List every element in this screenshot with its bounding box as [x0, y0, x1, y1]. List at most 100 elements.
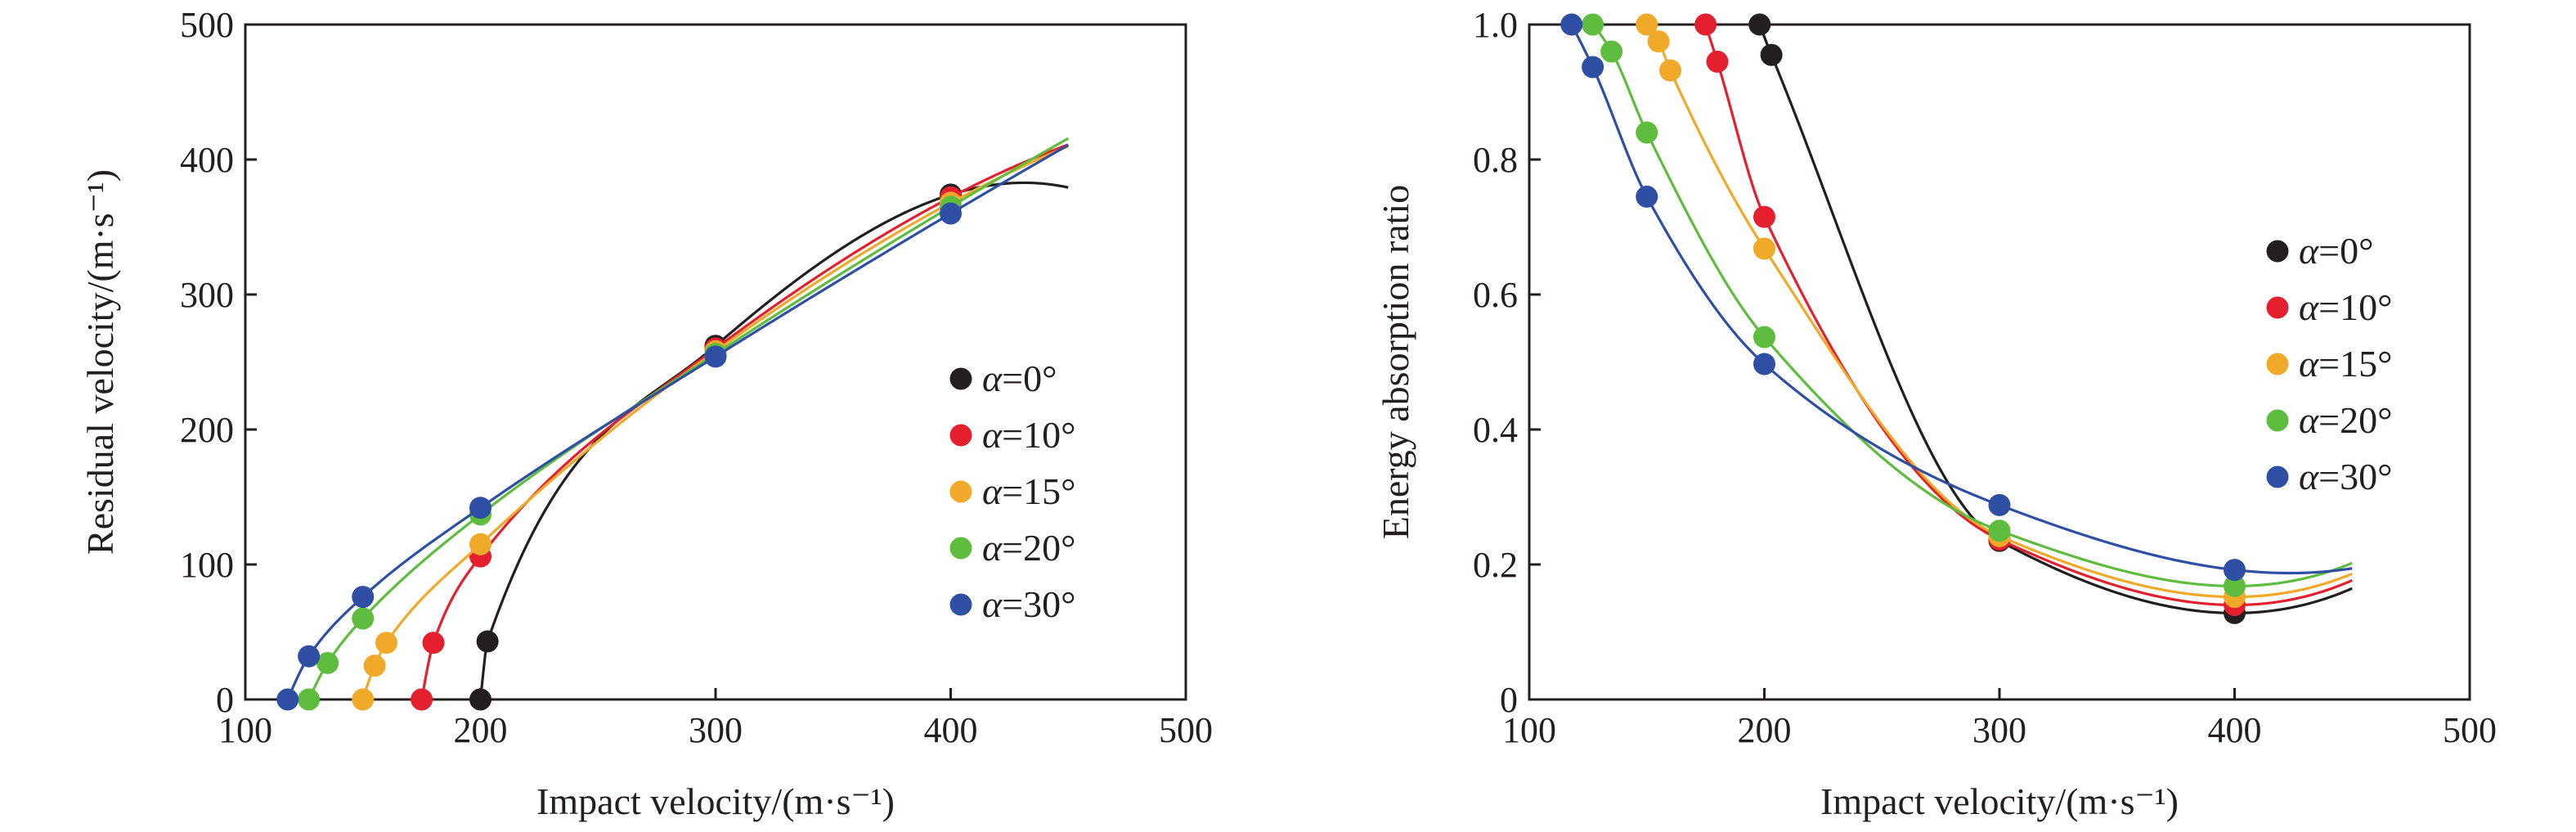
legend-value: =15°	[1002, 470, 1075, 512]
series-2	[411, 143, 1069, 711]
legend-greek: α	[2299, 286, 2319, 328]
data-point	[1753, 205, 1775, 228]
y-tick-label: 0.6	[1473, 275, 1518, 315]
legend-value: =30°	[2318, 456, 2392, 497]
legend-item: α=15°	[949, 470, 1076, 512]
data-point	[352, 688, 375, 711]
data-point	[469, 533, 491, 555]
legend-greek: α	[982, 527, 1003, 569]
data-point	[1647, 30, 1670, 53]
y-tick-label: 0.2	[1473, 545, 1518, 585]
series-5	[1560, 13, 2353, 582]
series-line	[286, 143, 1070, 699]
data-point	[1753, 237, 1775, 260]
data-point	[1694, 13, 1717, 36]
data-point	[1760, 43, 1783, 66]
data-point	[352, 607, 375, 630]
data-point	[375, 632, 397, 654]
legend-greek: α	[982, 414, 1003, 456]
series-line	[361, 145, 1069, 699]
legend-value: =20°	[1002, 527, 1075, 569]
legend-marker	[949, 593, 972, 616]
x-axis-title: Impact velocity/(m·s⁻¹)	[1820, 780, 2179, 822]
data-point	[1600, 40, 1623, 63]
legend-item: α=10°	[949, 414, 1076, 456]
data-point	[298, 645, 321, 668]
series-line	[420, 143, 1069, 699]
data-point	[1706, 50, 1729, 73]
x-tick-label: 200	[1738, 710, 1792, 750]
data-point	[704, 345, 727, 368]
legend-label: α=20°	[2299, 399, 2393, 441]
legend-item: α=20°	[949, 527, 1076, 569]
data-point	[2224, 559, 2246, 582]
data-point	[411, 688, 433, 711]
data-point	[1636, 13, 1658, 36]
data-point	[1988, 493, 2011, 516]
y-tick-label: 1.0	[1473, 5, 1518, 45]
series-5	[276, 143, 1070, 711]
y-axis-title: Energy absorption ratio	[1375, 185, 1416, 540]
legend-label: α=30°	[2299, 456, 2393, 497]
data-point	[476, 630, 499, 653]
legend-label: α=20°	[982, 527, 1076, 569]
series-line	[1591, 25, 2353, 588]
data-point	[363, 654, 386, 677]
data-point	[1753, 326, 1775, 349]
y-tick-label: 300	[180, 275, 234, 315]
data-point	[422, 632, 445, 654]
legend: α=0°α=10°α=15°α=20°α=30°	[949, 358, 1076, 625]
data-point	[1582, 13, 1604, 36]
legend-label: α=15°	[2299, 343, 2393, 385]
x-tick-label: 500	[2443, 710, 2497, 750]
legend-label: α=0°	[2299, 230, 2374, 272]
data-point	[276, 688, 299, 711]
legend-label: α=15°	[982, 470, 1076, 512]
legend-item: α=0°	[2266, 230, 2374, 272]
y-tick-label: 0.4	[1473, 410, 1518, 450]
y-tick-label: 0	[1500, 680, 1518, 720]
data-point	[1582, 56, 1604, 79]
legend-marker	[949, 480, 972, 503]
legend-item: α=30°	[949, 583, 1076, 625]
data-point	[940, 202, 962, 225]
legend-label: α=0°	[982, 358, 1057, 399]
legend-value: =0°	[2318, 230, 2373, 272]
legend-marker	[2266, 409, 2289, 432]
energy-absorption-chart: 100 200 300 400 500 0 0.2 0.4 0.6 0.8 1.0 Impact ve…	[1375, 5, 2497, 822]
x-tick-label: 100	[1502, 710, 1556, 750]
x-axis-title: Impact velocity/(m·s⁻¹)	[536, 780, 895, 822]
legend-item: α=20°	[2266, 399, 2393, 441]
legend-marker	[2266, 296, 2289, 319]
data-point	[1988, 519, 2011, 542]
y-tick-label: 0.8	[1473, 140, 1518, 180]
legend-value: =15°	[2318, 343, 2392, 385]
y-axis-title: Residual velocity/(m·s⁻¹)	[79, 169, 121, 555]
x-tick-label: 300	[689, 710, 743, 750]
x-tick-label: 100	[218, 710, 272, 750]
legend-value: =20°	[2318, 399, 2392, 441]
data-point	[298, 688, 321, 711]
series-1	[1748, 13, 2353, 624]
series-2	[1694, 13, 2353, 616]
data-point	[1636, 185, 1658, 208]
series-line	[1570, 25, 2353, 575]
series-4	[1582, 13, 2353, 597]
legend-label: α=30°	[982, 583, 1076, 625]
legend-item: α=0°	[949, 358, 1057, 399]
legend-item: α=10°	[2266, 286, 2393, 328]
data-point	[469, 497, 491, 519]
data-point	[1753, 353, 1775, 376]
data-point	[1636, 121, 1658, 144]
legend-greek: α	[982, 583, 1003, 625]
legend-greek: α	[982, 470, 1003, 512]
y-tick-label: 100	[180, 545, 234, 585]
y-tick-label: 200	[180, 410, 234, 450]
series-line	[1758, 25, 2353, 614]
data-point	[469, 688, 491, 711]
y-tick-label: 0	[216, 680, 234, 720]
legend-marker	[949, 367, 972, 390]
